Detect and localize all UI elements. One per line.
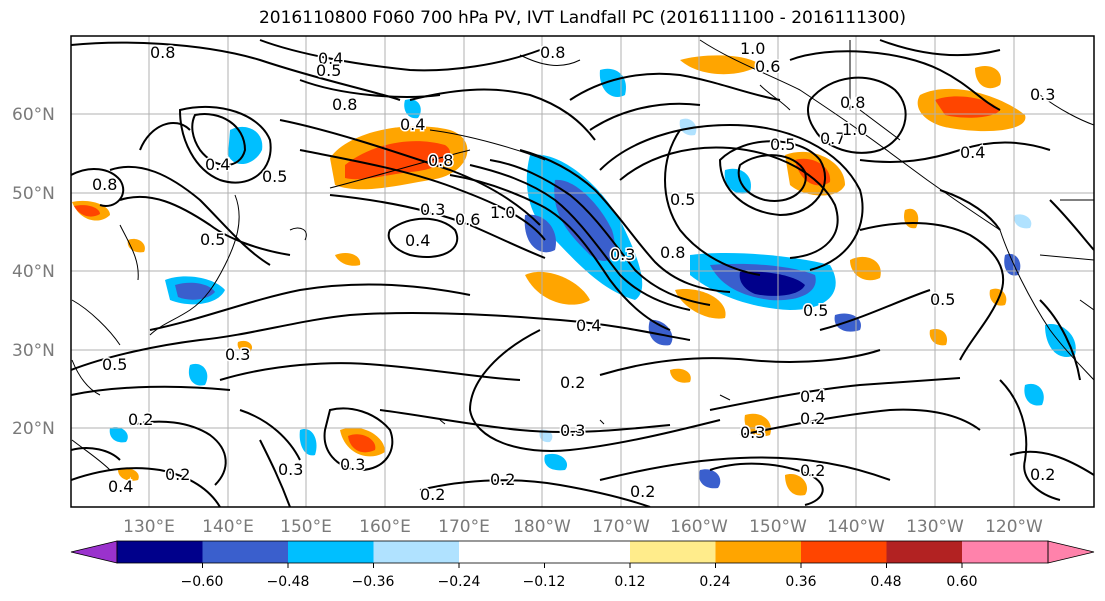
lon-label: 150°E: [280, 517, 332, 537]
colorbar-extend-high: [1047, 540, 1095, 564]
contour-label: 0.5: [803, 301, 828, 320]
lat-label: 40°N: [12, 262, 55, 282]
colorbar-segment: [962, 541, 1048, 563]
colorbar: −0.60 −0.48 −0.36 −0.24 −0.12 0.12 0.24 …: [70, 540, 1095, 590]
colorbar-segment: [630, 541, 716, 563]
colorbar-tick-label: −0.60: [181, 574, 224, 590]
lon-label: 140°W: [827, 517, 885, 537]
lon-label: 130°W: [906, 517, 964, 537]
contour-label: 1.0: [490, 203, 515, 222]
contour-label: 0.2: [165, 465, 190, 484]
contour-label: 0.2: [490, 470, 515, 489]
contour-label: 0.2: [128, 410, 153, 429]
contour-label: 0.6: [455, 210, 480, 229]
colorbar-segment: [202, 541, 288, 563]
contour-label: 0.4: [800, 387, 825, 406]
contour-label: 0.3: [340, 455, 365, 474]
contour-label: 0.6: [755, 57, 780, 76]
contour-label: 0.3: [225, 345, 250, 364]
contour-label: 0.4: [108, 477, 133, 496]
contour-label: 0.2: [420, 485, 445, 504]
colorbar-segment: [373, 541, 459, 563]
lat-label: 60°N: [12, 105, 55, 125]
latitude-labels: 60°N 50°N 40°N 30°N 20°N: [12, 105, 55, 439]
contour-label: 0.8: [660, 243, 685, 262]
map-frame: [70, 35, 1095, 508]
contour-label: 1.0: [842, 120, 867, 139]
contour-label: 0.2: [800, 461, 825, 480]
lon-label: 160°W: [670, 517, 728, 537]
contour-label: 0.3: [560, 421, 585, 440]
contour-label: 0.5: [670, 190, 695, 209]
contour-label: 0.4: [205, 155, 230, 174]
colorbar-tick-label: 0.60: [946, 574, 977, 590]
contour-label: 0.8: [332, 95, 357, 114]
contour-label: 0.2: [800, 409, 825, 428]
lon-label: 180°W: [513, 517, 571, 537]
lon-label: 170°E: [438, 517, 490, 537]
contour-label: 0.3: [420, 200, 445, 219]
colorbar-tick-label: 0.48: [870, 574, 901, 590]
lon-label: 150°W: [749, 517, 807, 537]
colorbar-tick-label: 0.36: [785, 574, 816, 590]
contour-label: 0.5: [200, 230, 225, 249]
colorbar-tick-label: 0.12: [614, 574, 645, 590]
contour-label: 0.4: [400, 115, 425, 134]
colorbar-segment: [288, 541, 374, 563]
contour-label: 0.4: [318, 49, 343, 68]
lon-label: 140°E: [202, 517, 254, 537]
contour-label: 0.8: [92, 175, 117, 194]
contour-label: 0.2: [1030, 465, 1055, 484]
contour-label: 0.5: [930, 290, 955, 309]
contour-label: 0.5: [316, 61, 341, 80]
colorbar-segment: [117, 541, 203, 563]
contour-label: 0.5: [262, 167, 287, 186]
contour-label: 0.7: [820, 129, 845, 148]
lon-label: 160°E: [359, 517, 411, 537]
contour-label: 0.2: [630, 482, 655, 501]
contour-label: 0.3: [610, 245, 635, 264]
longitude-labels: 130°E 140°E 150°E 160°E 170°E 180°W 170°…: [123, 517, 1043, 537]
colorbar-tick-label: −0.12: [523, 574, 566, 590]
colorbar-tick-label: −0.48: [267, 574, 310, 590]
contour-label: 0.5: [102, 355, 127, 374]
lon-label: 170°W: [592, 517, 650, 537]
colorbar-segment: [715, 541, 801, 563]
contour-label: 0.4: [576, 316, 601, 335]
colorbar-extend-low: [70, 540, 118, 564]
contour-label: 0.4: [960, 143, 985, 162]
contour-label: 0.8: [428, 151, 453, 170]
contour-label: 0.8: [150, 43, 175, 62]
contour-label: 1.0: [740, 39, 765, 58]
contour-label: 0.5: [770, 135, 795, 154]
colorbar-tick-label: 0.24: [699, 574, 730, 590]
lat-label: 50°N: [12, 184, 55, 204]
colorbar-segment: [459, 541, 545, 563]
colorbar-segment: [544, 541, 630, 563]
contour-label: 0.8: [540, 43, 565, 62]
contour-label: 0.3: [1030, 85, 1055, 104]
colorbar-segment: [886, 541, 962, 563]
lat-label: 20°N: [12, 419, 55, 439]
lat-label: 30°N: [12, 341, 55, 361]
pv-contours: [71, 39, 1094, 507]
contour-labels: 0.8 0.4 0.5 0.8 0.8 1.0 0.6 0.3 0.4 0.5 …: [91, 38, 1057, 506]
lon-label: 120°W: [985, 517, 1043, 537]
contour-label: 0.4: [405, 231, 430, 250]
colorbar-tick-label: −0.24: [438, 574, 481, 590]
map-title: 2016110800 F060 700 hPa PV, IVT Landfall…: [258, 8, 906, 28]
contour-label: 0.3: [740, 423, 765, 442]
contour-label: 0.3: [278, 460, 303, 479]
contour-label: 0.2: [560, 373, 585, 392]
colorbar-segment: [801, 541, 887, 563]
lon-label: 130°E: [123, 517, 175, 537]
contour-label: 0.8: [840, 93, 865, 112]
coastlines: [71, 39, 1094, 471]
colorbar-tick-label: −0.36: [352, 574, 395, 590]
